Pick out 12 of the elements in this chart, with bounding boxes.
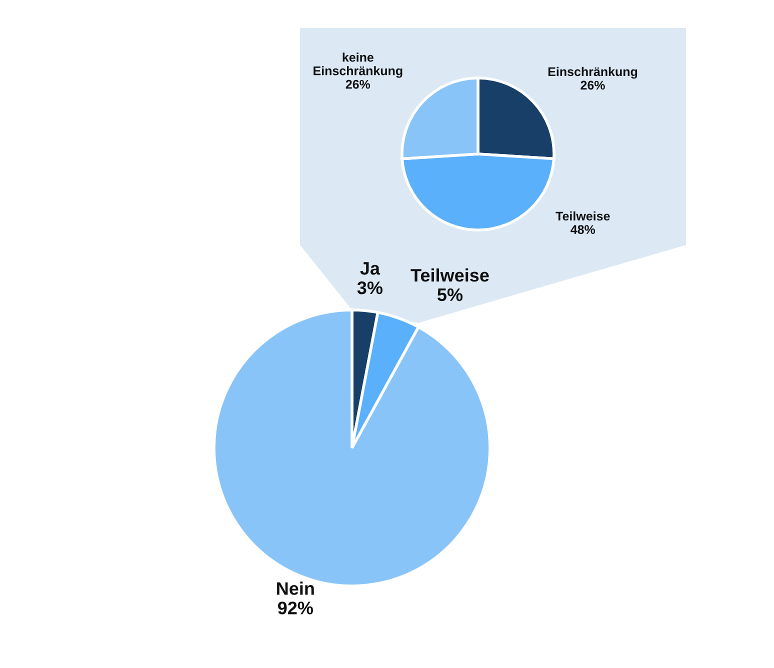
data-label: 3% [357, 281, 383, 294]
slice-label: Teilweise [556, 211, 610, 221]
slice-label: Nein [277, 582, 314, 595]
slice-label: keine Einschränkung [314, 52, 402, 78]
slice-label: Ja [360, 262, 380, 275]
data-label: 26% [346, 80, 370, 89]
data-label: 5% [437, 288, 463, 302]
slice-label: Teilweise [410, 268, 489, 282]
data-label: 26% [580, 80, 605, 90]
data-label: 92% [278, 602, 314, 614]
data-label: 48% [570, 225, 596, 234]
slice-label: Einschränkung [548, 66, 638, 79]
